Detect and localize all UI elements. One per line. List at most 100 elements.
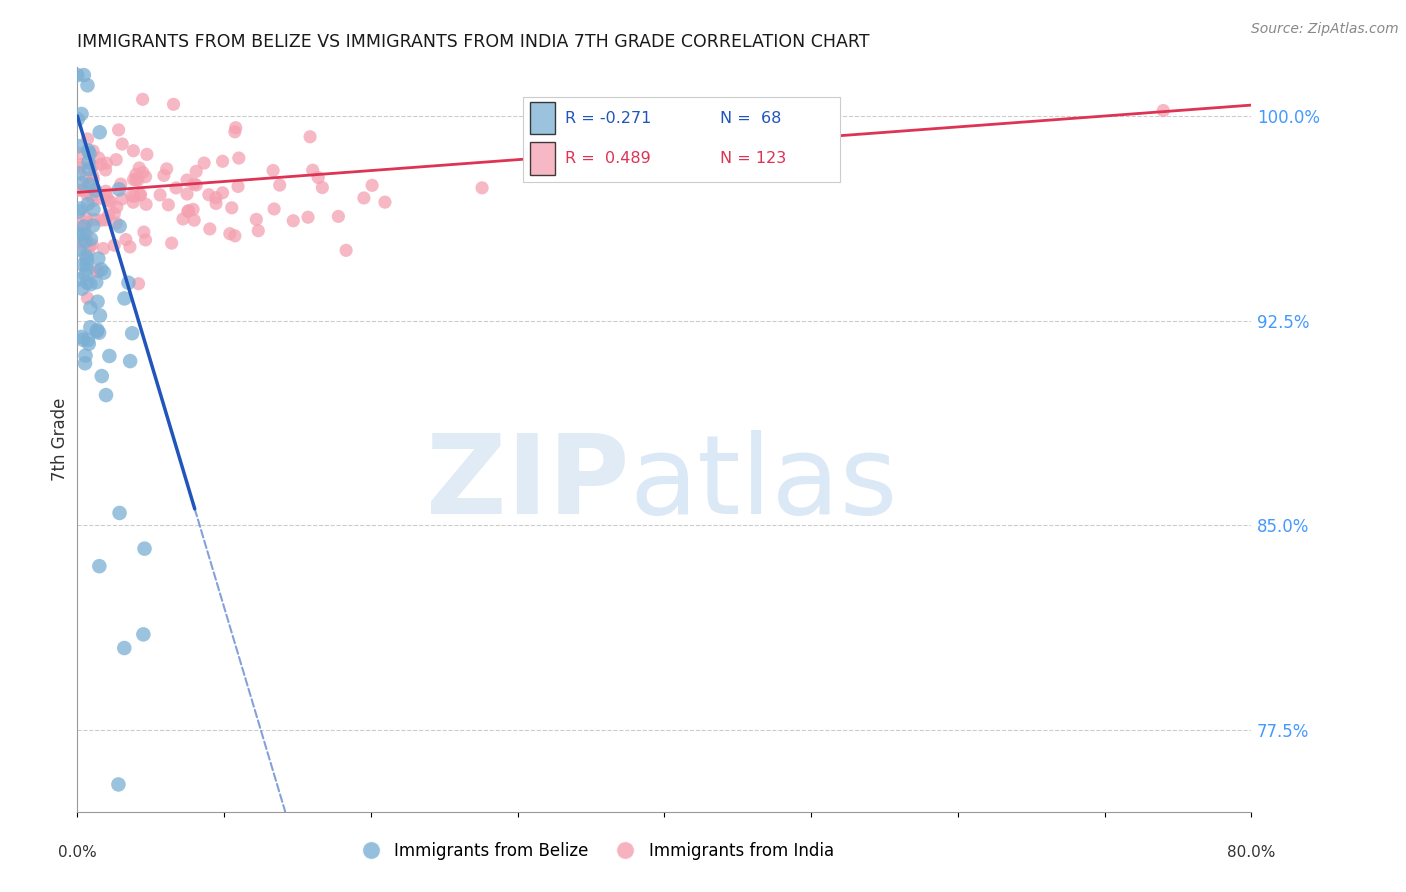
Point [76,78,98,93]
Point [269,178,291,193]
Point [69,242,91,256]
Point [82,144,104,158]
Point [72,333,94,347]
FancyBboxPatch shape [530,102,555,135]
Point [311,180,333,194]
Point [224,125,246,139]
Point [177,203,200,218]
Point [93,242,115,256]
Point [84,275,107,289]
Point [186,164,208,178]
Point [118,240,141,254]
Point [70,235,93,249]
Point [79,239,101,253]
Point [79,178,101,192]
Point [117,276,139,290]
Point [77,144,100,158]
Point [129,187,152,202]
Point [94,388,117,402]
Text: 80.0%: 80.0% [1227,846,1275,860]
Point [76,257,98,271]
Point [69,202,91,216]
Point [198,222,221,236]
Point [225,120,247,135]
Point [125,167,148,181]
Point [108,182,131,196]
Point [135,197,157,211]
Point [82,219,104,233]
Point [226,179,249,194]
Point [79,146,101,161]
Point [301,163,323,178]
Point [176,186,198,201]
Point [128,277,150,291]
Point [93,266,115,280]
Point [105,153,128,167]
Point [128,188,150,202]
Point [82,169,104,183]
Point [77,155,100,169]
Point [89,125,111,139]
Point [89,309,111,323]
Point [471,181,494,195]
Point [87,264,110,278]
Point [98,349,121,363]
Point [76,132,98,146]
Point [96,156,118,170]
Point [70,146,93,161]
Point [76,252,98,266]
Point [131,92,153,106]
Point [72,227,94,242]
Point [70,330,93,344]
Point [87,326,110,340]
Point [96,189,118,203]
Point [73,356,96,370]
Point [103,206,125,220]
Point [90,213,112,227]
Point [361,178,384,193]
Point [105,216,128,230]
Text: Source: ZipAtlas.com: Source: ZipAtlas.com [1251,22,1399,37]
Point [183,213,205,227]
Point [162,97,184,112]
Point [76,215,98,229]
Point [66,68,89,82]
Point [75,349,97,363]
Point [66,112,89,127]
Point [107,777,129,791]
Point [111,192,134,206]
Point [353,191,375,205]
Point [186,178,208,192]
Point [1152,103,1174,118]
Point [97,194,120,208]
Point [115,233,138,247]
Point [73,219,96,234]
Point [80,188,103,202]
Point [160,236,183,251]
Point [90,157,112,171]
Point [211,186,233,200]
Point [247,224,270,238]
Point [94,163,117,178]
Text: atlas: atlas [628,431,897,538]
Point [157,198,180,212]
Point [90,369,112,384]
Point [128,161,150,175]
Point [82,172,104,186]
Point [79,301,101,315]
Point [76,262,98,277]
Point [67,139,90,153]
Text: N =  68: N = 68 [720,111,782,126]
Point [108,506,131,520]
Point [335,244,357,258]
Point [135,169,157,184]
Point [263,202,285,216]
Point [132,225,155,239]
Point [70,176,93,190]
Point [205,196,228,211]
Point [224,228,246,243]
Point [70,107,93,121]
Point [135,147,157,161]
Point [193,156,215,170]
Point [245,212,267,227]
